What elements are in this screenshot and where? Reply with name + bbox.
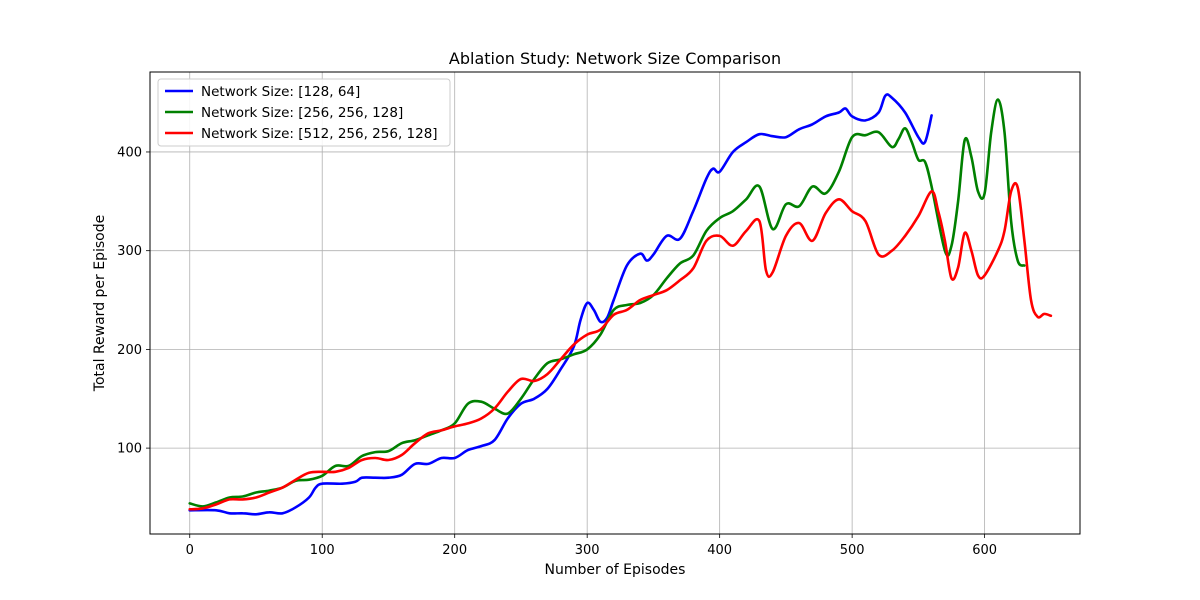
x-axis-label: Number of Episodes [545,562,686,578]
x-tick-label: 100 [310,543,335,558]
series-line-2 [188,98,1026,508]
y-tick-label: 200 [117,343,142,358]
legend-label-3: Network Size: [512, 256, 256, 128] [201,126,438,142]
y-tick-label: 300 [117,244,142,259]
x-tick-label: 500 [840,543,865,558]
plot-frame [149,71,1081,535]
x-tick-label: 600 [972,543,997,558]
legend-label-2: Network Size: [256, 256, 128] [201,105,403,121]
series-group [188,93,1053,516]
series-line-3 [188,181,1053,511]
x-tick-label: 200 [442,543,467,558]
x-tick-label: 0 [186,543,194,558]
legend-label-1: Network Size: [128, 64] [201,84,360,100]
y-tick-label: 400 [117,145,142,160]
ticks: 0 100 200 300 400 500 600 100 200 300 400 [117,145,997,558]
chart-title: Ablation Study: Network Size Comparison [449,49,781,68]
y-axis-label: Total Reward per Episode [92,215,108,392]
series-line-1 [188,93,933,516]
legend: Network Size: [128, 64] Network Size: [25… [157,78,451,147]
y-tick-label: 100 [117,442,142,457]
grid [150,72,1080,534]
x-tick-label: 400 [707,543,732,558]
x-tick-label: 300 [575,543,600,558]
legend-box [157,78,451,147]
